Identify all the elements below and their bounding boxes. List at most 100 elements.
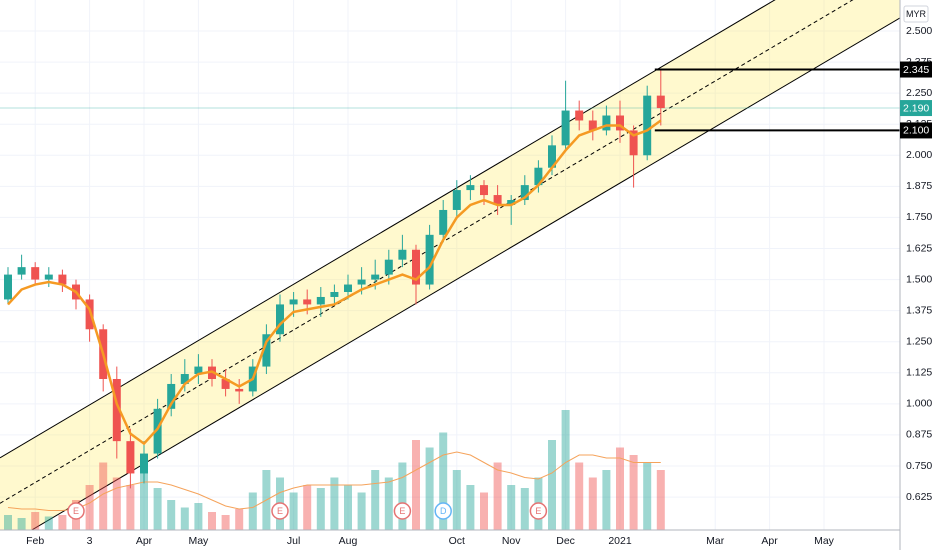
candle-body: [31, 267, 40, 280]
volume-bar: [44, 516, 53, 530]
volume-bar: [248, 492, 257, 530]
channel-fill: [0, 0, 900, 530]
y-tick-label: 2.250: [906, 87, 932, 99]
volume-bar: [221, 515, 230, 530]
volume-bar: [425, 447, 434, 530]
x-tick-label: Aug: [339, 535, 358, 547]
volume-bar: [480, 492, 488, 530]
volume-bar: [194, 503, 203, 530]
x-tick-label: Dec: [556, 535, 575, 547]
y-tick-label: 1.375: [906, 304, 932, 316]
level-label-box: [900, 61, 932, 78]
candle-body: [466, 185, 475, 191]
event-label: E: [277, 506, 283, 516]
volume-bar: [412, 440, 420, 530]
channel-mid: [0, 0, 854, 504]
candle-body: [276, 304, 284, 335]
volume-bar: [112, 477, 121, 530]
y-tick-label: 1.250: [906, 335, 932, 347]
candle-body: [439, 209, 448, 235]
volume-bar: [520, 488, 529, 530]
candle-body: [602, 115, 611, 131]
candle-body: [425, 234, 434, 285]
candle-body: [112, 378, 121, 442]
event-marker: [271, 502, 289, 520]
volume-bar: [316, 488, 325, 530]
candle-body: [17, 267, 26, 275]
candle-body: [316, 296, 325, 305]
candle-body: [180, 374, 189, 384]
grid: [0, 0, 900, 530]
volume-bar: [575, 462, 584, 530]
volume-bar: [439, 432, 448, 530]
volume-bar: [17, 518, 26, 530]
event-marker: [393, 502, 412, 520]
volume-bar: [588, 477, 597, 530]
y-tick-label: 1.750: [906, 211, 932, 223]
candle-body: [575, 110, 584, 121]
x-tick-label: 3: [87, 535, 93, 547]
volume-bar: [31, 512, 40, 530]
x-tick-label: Apr: [761, 535, 778, 547]
volume-bar: [384, 477, 393, 530]
volume-bar: [548, 440, 556, 530]
candle-body: [643, 95, 652, 156]
volume-bar: [180, 507, 189, 530]
candle-body: [167, 383, 176, 409]
candle-body: [452, 190, 461, 210]
candle-body: [534, 167, 543, 186]
currency-label: MYR: [906, 9, 927, 19]
volume-bar: [330, 477, 339, 530]
volume-bar: [629, 455, 638, 530]
y-tick-label: 2.500: [906, 25, 932, 37]
event-label: E: [399, 506, 405, 516]
y-tick-label: 1.625: [906, 242, 932, 254]
candle-body: [384, 259, 393, 275]
candle-body: [588, 120, 597, 131]
ma-line: [7, 119, 662, 446]
x-tick-label: Nov: [502, 535, 521, 547]
volume-bar: [507, 485, 516, 530]
x-tick-label: Oct: [449, 535, 465, 547]
channel-upper: [0, 0, 776, 459]
candle-body: [616, 115, 624, 131]
y-tick-label: 1.500: [906, 273, 932, 285]
x-tick-label: May: [188, 535, 209, 547]
volume-bar: [303, 485, 312, 530]
volume-ma-line: [7, 451, 661, 511]
candle-body: [480, 185, 488, 196]
x-tick-label: Jul: [287, 535, 300, 547]
candle-body: [303, 299, 312, 305]
candle-body: [262, 334, 271, 367]
candle-body: [4, 274, 12, 300]
last-price-box: [900, 100, 932, 117]
volume-bar: [167, 500, 176, 530]
x-tick-label: Apr: [136, 535, 153, 547]
event-label: D: [440, 506, 447, 516]
volume-bar: [643, 462, 652, 530]
candle-body: [507, 200, 516, 205]
volume-bar: [466, 485, 475, 530]
volume-bar: [153, 488, 162, 530]
volume-bar: [289, 492, 298, 530]
candle-body: [520, 185, 529, 201]
x-tick-label: May: [814, 535, 835, 547]
candle-body: [412, 249, 420, 285]
volume-bar: [493, 462, 502, 530]
volume-bar: [398, 462, 407, 530]
event-marker: [529, 502, 548, 520]
volume-bar: [208, 512, 216, 530]
y-tick-label: 0.875: [906, 429, 932, 441]
volume-bar: [58, 515, 67, 530]
last-price-label: 2.190: [903, 102, 929, 114]
volume-bar: [235, 509, 244, 530]
volume-bar: [616, 447, 624, 530]
candle-body: [153, 408, 162, 454]
volume-bar: [561, 410, 570, 530]
x-tick-label: Feb: [26, 535, 44, 547]
candle-body: [548, 145, 556, 168]
volume-bar: [357, 492, 366, 530]
